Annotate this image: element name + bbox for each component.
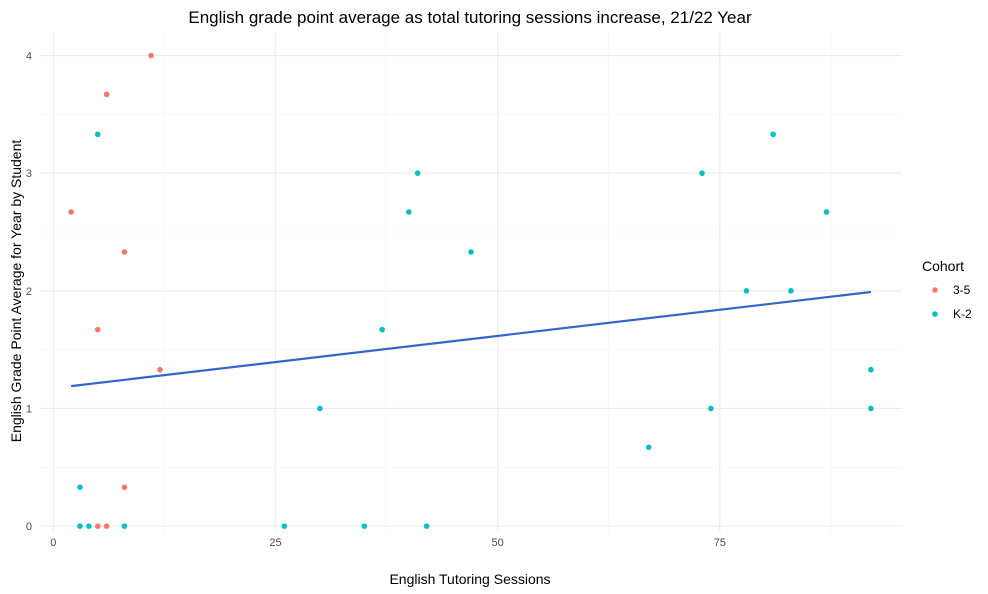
data-point-3-5 — [94, 523, 101, 529]
data-point-3-5 — [103, 523, 110, 529]
x-tick-label: 25 — [269, 537, 281, 549]
data-point-3-5 — [121, 484, 128, 491]
x-tick-label: 0 — [50, 537, 56, 549]
y-tick-label: 0 — [26, 521, 32, 533]
trend-line-group — [70, 290, 872, 388]
data-point-K-2 — [281, 523, 288, 529]
trend-line — [70, 290, 872, 388]
data-point-K-2 — [743, 288, 750, 294]
data-point-K-2 — [86, 523, 92, 529]
x-tick-label: 50 — [492, 537, 504, 549]
legend-label-K-2: K-2 — [953, 307, 972, 321]
data-point-K-2 — [423, 523, 430, 529]
x-tick-label: 75 — [714, 537, 726, 549]
data-point-3-5 — [121, 249, 128, 255]
data-point-K-2 — [121, 523, 128, 529]
y-axis-title: English Grade Point Average for Year by … — [8, 140, 24, 443]
legend-title: Cohort — [922, 258, 964, 274]
data-point-3-5 — [68, 209, 74, 215]
data-point-3-5 — [103, 91, 110, 98]
grid-lines — [40, 32, 902, 532]
data-point-K-2 — [699, 170, 705, 176]
data-point-K-2 — [823, 209, 830, 215]
tick-labels: 0 25 50 75 0 1 2 3 4 — [26, 51, 726, 549]
data-point-K-2 — [468, 249, 474, 255]
data-point-K-2 — [708, 405, 714, 412]
data-point-3-5 — [94, 326, 101, 333]
data-point-K-2 — [645, 444, 652, 451]
legend: Cohort 3-5 K-2 — [922, 258, 972, 321]
legend-label-3-5: 3-5 — [953, 283, 971, 297]
y-tick-label: 2 — [26, 286, 32, 298]
data-point-K-2 — [405, 209, 412, 215]
data-point-K-2 — [361, 523, 368, 529]
data-point-3-5 — [157, 366, 163, 373]
data-point-K-2 — [317, 405, 323, 412]
y-tick-label: 3 — [26, 168, 32, 180]
legend-key-3-5 — [932, 287, 938, 293]
data-point-K-2 — [94, 131, 101, 138]
data-point-K-2 — [868, 405, 874, 412]
data-point-K-2 — [379, 326, 385, 333]
data-point-K-2 — [414, 170, 421, 176]
data-point-K-2 — [868, 366, 874, 373]
data-points — [68, 52, 874, 529]
y-tick-label: 4 — [26, 51, 32, 63]
data-point-K-2 — [77, 484, 83, 491]
x-axis-title: English Tutoring Sessions — [389, 571, 550, 587]
chart-title: English grade point average as total tut… — [188, 8, 752, 27]
data-point-K-2 — [770, 131, 776, 138]
legend-key-K-2 — [932, 311, 938, 317]
data-point-K-2 — [788, 288, 794, 294]
data-point-3-5 — [148, 52, 154, 59]
y-tick-label: 1 — [26, 403, 32, 415]
data-point-K-2 — [77, 523, 83, 529]
